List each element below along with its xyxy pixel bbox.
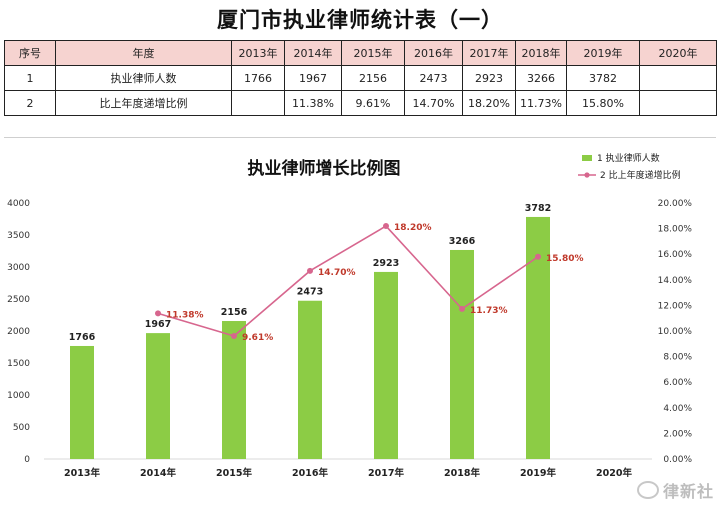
x-tick-label: 2020年 xyxy=(596,467,632,479)
table-header-cell: 序号 xyxy=(4,40,56,66)
bar-data-label: 2156 xyxy=(221,307,248,318)
table-cell: 3266 xyxy=(515,65,567,91)
y-left-tick-label: 2500 xyxy=(7,295,30,305)
y-right-tick-label: 18.00% xyxy=(658,225,693,235)
y-right-tick-label: 14.00% xyxy=(658,276,693,286)
y-left-tick-label: 3000 xyxy=(7,263,30,273)
table-header-cell: 2017年 xyxy=(462,40,516,66)
stats-table: 序号 年度 2013年 2014年 2015年 2016年 2017年 2018… xyxy=(4,40,717,116)
table-cell: 执业律师人数 xyxy=(55,65,232,91)
y-right-tick-label: 12.00% xyxy=(658,301,693,311)
y-left-tick-label: 500 xyxy=(13,423,30,433)
legend-swatch-marker xyxy=(584,172,590,178)
table-row: 2 比上年度递增比例 11.38% 9.61% 14.70% 18.20% 11… xyxy=(4,90,717,116)
y-left-tick-label: 2000 xyxy=(7,327,30,337)
bar-data-label: 3266 xyxy=(449,236,476,247)
bar xyxy=(146,333,170,459)
y-right-tick-label: 4.00% xyxy=(663,404,692,414)
y-right-tick-label: 2.00% xyxy=(663,429,692,439)
y-right-tick-label: 6.00% xyxy=(663,378,692,388)
line-data-label: 9.61% xyxy=(242,333,273,343)
line-data-label: 14.70% xyxy=(318,268,356,278)
bar-data-label: 3782 xyxy=(525,203,551,214)
table-cell: 2923 xyxy=(462,65,516,91)
table-cell: 3782 xyxy=(566,65,640,91)
page-title: 厦门市执业律师统计表（一） xyxy=(217,7,503,32)
y-right-tick-label: 8.00% xyxy=(663,353,692,363)
line-point xyxy=(307,267,313,274)
legend-label: 2 比上年度递增比例 xyxy=(600,169,681,181)
table-cell: 比上年度递增比例 xyxy=(55,90,232,116)
table-cell: 1967 xyxy=(284,65,342,91)
line-data-label: 11.38% xyxy=(166,310,204,320)
bar-data-label: 1967 xyxy=(145,319,171,330)
line-point xyxy=(459,305,465,312)
y-right-tick-label: 20.00% xyxy=(658,199,693,209)
x-tick-label: 2019年 xyxy=(520,467,556,479)
table-cell: 18.20% xyxy=(462,90,516,116)
x-tick-label: 2015年 xyxy=(216,467,252,479)
table-cell: 14.70% xyxy=(404,90,463,116)
y-left-tick-label: 1000 xyxy=(7,391,30,401)
legend-swatch-bar xyxy=(582,155,592,161)
table-header-cell: 2016年 xyxy=(404,40,463,66)
line-point xyxy=(231,332,237,339)
table-cell: 11.73% xyxy=(515,90,567,116)
bar-data-label: 2473 xyxy=(297,287,323,298)
x-tick-label: 2017年 xyxy=(368,467,404,479)
line-series xyxy=(157,225,539,337)
x-tick-label: 2018年 xyxy=(444,467,480,479)
table-cell: 11.38% xyxy=(284,90,342,116)
table-cell xyxy=(639,65,717,91)
bar xyxy=(374,271,398,459)
table-header-cell: 年度 xyxy=(55,40,232,66)
watermark-text: 律新社 xyxy=(662,482,714,501)
table-cell: 2156 xyxy=(341,65,405,91)
line-data-label: 11.73% xyxy=(470,306,508,316)
watermark: 律新社 xyxy=(636,478,714,502)
line-data-label: 15.80% xyxy=(546,254,584,264)
table-cell: 1766 xyxy=(231,65,285,91)
table-header-cell: 2019年 xyxy=(566,40,640,66)
line-point xyxy=(383,223,389,230)
bar xyxy=(450,249,474,459)
chart-title: 执业律师增长比例图 xyxy=(248,158,401,179)
table-header-cell: 2018年 xyxy=(515,40,567,66)
growth-chart: 执业律师增长比例图 0 500 1000 1500 2000 2500 3000 3500 400… xyxy=(7,152,693,479)
y-left-tick-label: 1500 xyxy=(7,359,30,369)
legend-label: 1 执业律师人数 xyxy=(597,152,660,164)
bar-data-label: 1766 xyxy=(69,332,96,343)
line-point xyxy=(535,253,541,260)
y-left-tick-label: 0 xyxy=(24,455,30,465)
bar xyxy=(70,345,94,459)
table-cell: 9.61% xyxy=(341,90,405,116)
x-tick-label: 2016年 xyxy=(292,467,328,479)
table-header-cell: 2015年 xyxy=(341,40,405,66)
table-row: 1 执业律师人数 1766 1967 2156 2473 2923 3266 3… xyxy=(4,65,717,91)
table-header-cell: 2020年 xyxy=(639,40,717,66)
x-tick-label: 2013年 xyxy=(64,467,100,479)
line-point xyxy=(155,310,161,317)
y-left-tick-label: 4000 xyxy=(7,199,30,209)
bar xyxy=(298,300,322,459)
table-header-cell: 2013年 xyxy=(231,40,285,66)
chart-panel: 执业律师增长比例图 0 500 1000 1500 2000 2500 3000 3500 400… xyxy=(4,137,716,504)
weibo-logo-icon xyxy=(636,481,659,499)
table-cell: 2 xyxy=(4,90,56,116)
y-right-tick-label: 10.00% xyxy=(658,327,693,337)
y-right-tick-label: 16.00% xyxy=(658,250,693,260)
table-cell xyxy=(639,90,717,116)
table-cell: 15.80% xyxy=(566,90,640,116)
table-cell: 1 xyxy=(4,65,56,91)
table-cell xyxy=(231,90,285,116)
y-left-tick-label: 3500 xyxy=(7,231,30,241)
table-cell: 2473 xyxy=(404,65,463,91)
line-data-label: 18.20% xyxy=(394,223,432,233)
bar xyxy=(222,321,246,459)
x-tick-label: 2014年 xyxy=(140,467,176,479)
bar-data-label: 2923 xyxy=(373,258,399,269)
table-header-cell: 2014年 xyxy=(284,40,342,66)
y-right-tick-label: 0.00% xyxy=(663,455,692,465)
table-header-row: 序号 年度 2013年 2014年 2015年 2016年 2017年 2018… xyxy=(4,40,717,66)
